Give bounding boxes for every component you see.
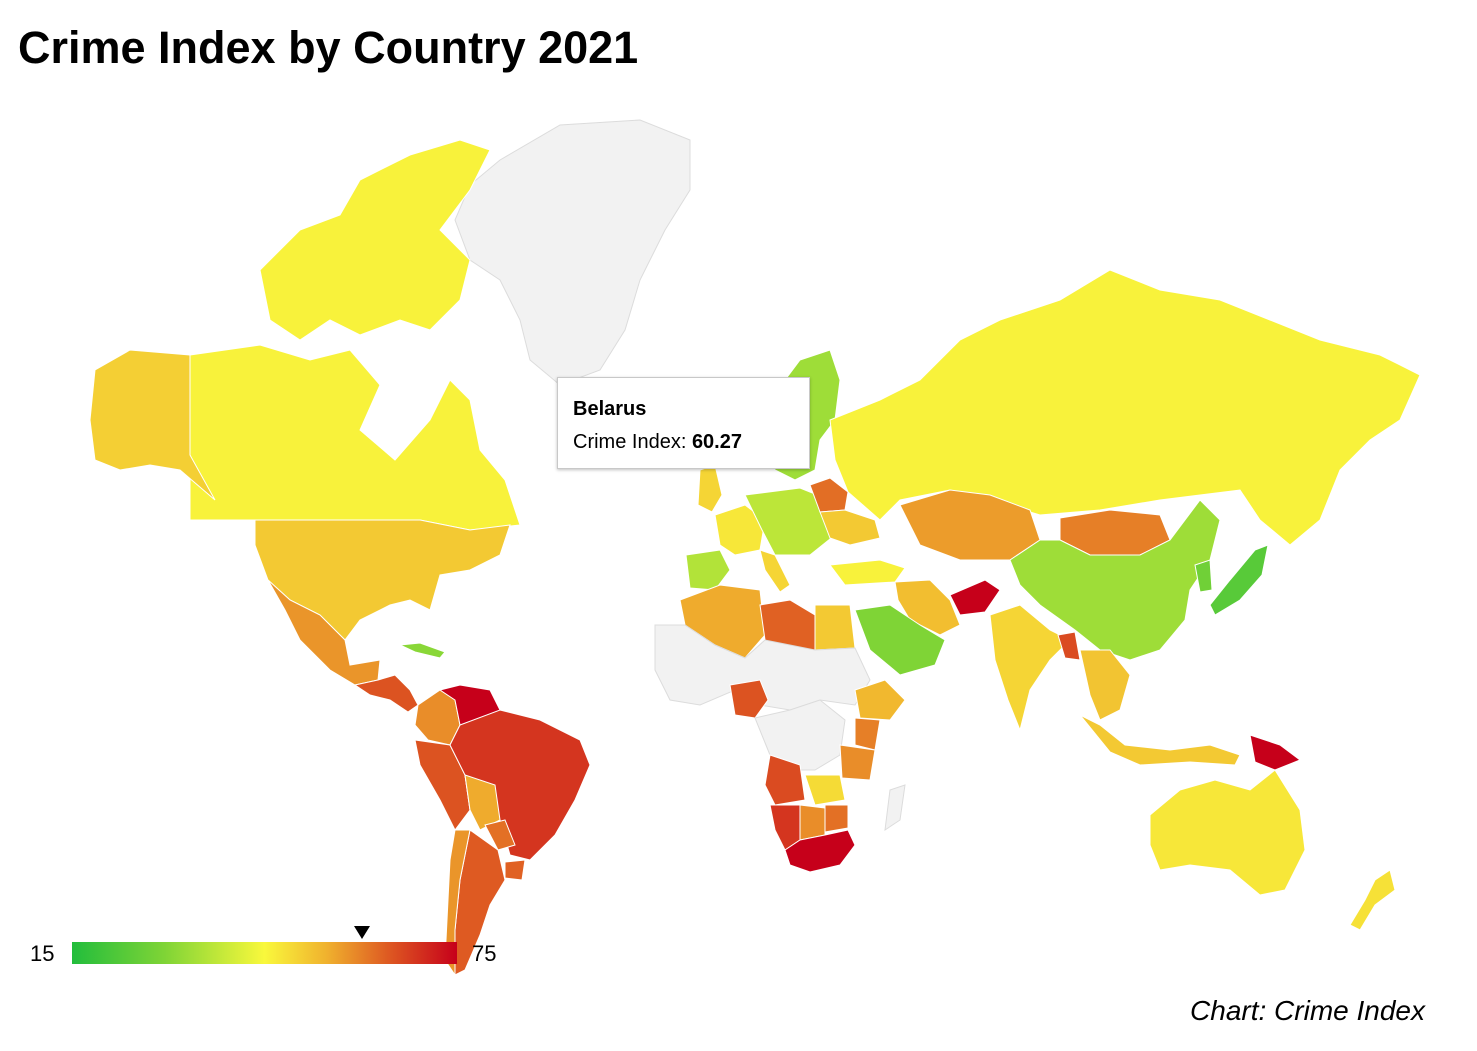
chart-source: Chart: Crime Index xyxy=(1190,995,1425,1026)
region-iran[interactable] xyxy=(894,579,961,636)
region-botswana[interactable] xyxy=(799,804,826,841)
region-paraguay[interactable] xyxy=(484,819,516,851)
region-kenya[interactable] xyxy=(854,717,881,751)
region-zimbabwe[interactable] xyxy=(824,804,849,833)
region-central-europe[interactable] xyxy=(744,487,836,556)
legend-color-bar xyxy=(72,942,457,964)
region-mexico[interactable] xyxy=(267,579,381,686)
region-japan[interactable] xyxy=(1209,544,1269,616)
region-ukraine[interactable] xyxy=(819,509,881,546)
region-alaska[interactable] xyxy=(89,349,216,501)
region-india[interactable] xyxy=(989,604,1071,732)
region-indonesia[interactable] xyxy=(1079,714,1241,766)
region-italy[interactable] xyxy=(759,549,791,593)
region-belarus[interactable] xyxy=(809,477,849,513)
legend-min-label: 15 xyxy=(30,941,55,966)
region-zambia[interactable] xyxy=(804,774,846,806)
region-afghanistan[interactable] xyxy=(949,579,1001,616)
chart-title: Crime Index by Country 2021 xyxy=(18,22,639,73)
tooltip-country: Belarus xyxy=(573,398,647,420)
region-nigeria[interactable] xyxy=(729,679,769,719)
region-papua-new-guinea[interactable] xyxy=(1249,734,1302,771)
tooltip-value-line: Crime Index: 60.27 xyxy=(573,426,794,459)
region-canada-islands[interactable] xyxy=(259,139,491,341)
region-ethiopia[interactable] xyxy=(854,679,906,721)
region-bangladesh[interactable] xyxy=(1057,631,1081,661)
tooltip-value: 60.27 xyxy=(691,431,742,453)
region-new-zealand[interactable] xyxy=(1349,869,1396,931)
region-uk[interactable] xyxy=(697,464,723,513)
region-korea[interactable] xyxy=(1194,559,1213,593)
region-egypt[interactable] xyxy=(814,604,856,651)
legend-max-label: 75 xyxy=(472,941,497,966)
region-central-africa[interactable] xyxy=(754,699,846,771)
region-saudi-arabia[interactable] xyxy=(854,604,946,676)
region-angola[interactable] xyxy=(764,754,806,806)
region-iberia[interactable] xyxy=(685,549,731,591)
map-tooltip: Belarus Crime Index: 60.27 xyxy=(557,377,810,469)
region-uruguay[interactable] xyxy=(504,859,526,881)
tooltip-metric-label: Crime Index: xyxy=(573,431,692,453)
region-australia[interactable] xyxy=(1149,769,1306,896)
region-canada[interactable] xyxy=(189,344,521,531)
region-madagascar[interactable] xyxy=(884,784,906,832)
region-tanzania[interactable] xyxy=(839,744,876,781)
region-cuba[interactable] xyxy=(398,642,446,659)
region-sahel[interactable] xyxy=(654,624,871,711)
region-turkey[interactable] xyxy=(829,559,906,586)
region-greenland[interactable] xyxy=(454,119,691,386)
region-chile[interactable] xyxy=(444,829,471,977)
region-south-africa[interactable] xyxy=(784,829,856,873)
legend-value-marker xyxy=(354,926,371,939)
region-southeast-asia[interactable] xyxy=(1079,649,1131,721)
